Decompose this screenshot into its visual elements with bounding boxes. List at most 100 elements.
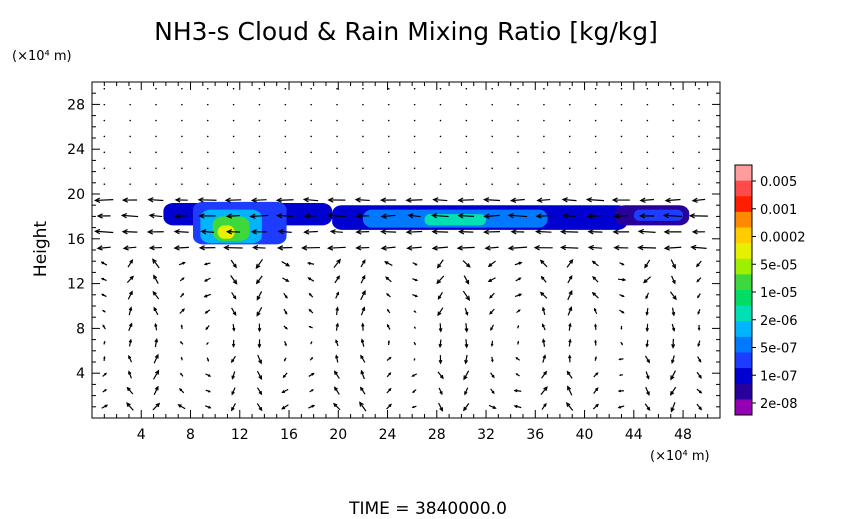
wind-vector xyxy=(619,293,625,298)
wind-vector xyxy=(360,274,366,284)
wind-vector xyxy=(413,135,416,138)
wind-vector xyxy=(487,277,496,283)
wind-vector xyxy=(103,355,106,362)
wind-vector xyxy=(256,403,263,412)
wind-vector xyxy=(490,340,494,347)
wind-vector xyxy=(438,339,443,349)
wind-vector xyxy=(155,183,157,185)
y-tick-label: 28 xyxy=(67,97,85,113)
wind-vector xyxy=(646,87,649,90)
wind-vector xyxy=(413,183,416,185)
colorbar-swatch xyxy=(735,368,752,385)
wind-vector xyxy=(541,323,546,331)
wind-vector xyxy=(205,389,212,393)
wind-vector xyxy=(464,354,469,365)
wind-vector xyxy=(276,245,293,251)
wind-vector xyxy=(231,307,237,317)
wind-vector xyxy=(256,306,263,317)
wind-vector xyxy=(568,151,571,154)
wind-vector xyxy=(670,402,676,413)
wind-vector xyxy=(465,87,468,90)
wind-vector xyxy=(456,245,475,251)
wind-vector xyxy=(593,387,599,394)
wind-vector xyxy=(225,229,240,235)
x-tick-label: 32 xyxy=(477,427,495,443)
wind-vector xyxy=(646,103,649,106)
wind-vector xyxy=(696,388,703,394)
wind-vector xyxy=(671,307,676,317)
wind-vector xyxy=(255,258,264,270)
wind-vector xyxy=(672,151,675,154)
wind-vector xyxy=(128,306,133,316)
wind-vector xyxy=(282,277,290,282)
wind-vector xyxy=(543,151,545,154)
wind-vector xyxy=(129,183,131,185)
wind-vector xyxy=(491,119,493,122)
cloud-region-5 xyxy=(217,225,235,239)
colorbar-label: 2e-08 xyxy=(760,397,798,412)
wind-vector xyxy=(310,119,312,122)
wind-vector xyxy=(380,229,397,235)
x-tick-label: 40 xyxy=(576,427,594,443)
wind-vector xyxy=(617,405,625,409)
colorbar-swatch xyxy=(735,336,752,353)
wind-vector xyxy=(128,338,133,347)
wind-vector xyxy=(232,103,235,106)
wind-vector xyxy=(594,356,597,361)
wind-vector xyxy=(284,103,287,106)
wind-vector xyxy=(411,373,418,377)
wind-vector xyxy=(594,183,597,185)
wind-vector xyxy=(698,87,700,90)
wind-vector xyxy=(612,229,630,235)
wind-vector xyxy=(535,213,551,219)
wind-vector xyxy=(128,322,133,332)
wind-vector xyxy=(177,404,186,410)
wind-vector xyxy=(327,197,346,203)
wind-vector xyxy=(413,87,416,90)
wind-vector xyxy=(645,323,650,333)
wind-vector xyxy=(517,103,519,106)
wind-vector xyxy=(146,229,164,235)
wind-vector xyxy=(258,103,261,106)
wind-vector xyxy=(387,103,390,106)
wind-vector xyxy=(360,369,365,380)
wind-vector xyxy=(126,386,134,395)
wind-vector xyxy=(206,183,209,185)
wind-vector xyxy=(541,402,547,410)
wind-vector xyxy=(179,277,185,282)
wind-vector xyxy=(491,135,493,138)
wind-vector xyxy=(181,135,183,138)
colorbar-swatch xyxy=(735,399,752,416)
wind-vector xyxy=(181,167,183,170)
colorbar-swatch xyxy=(735,383,752,400)
wind-vector-field xyxy=(93,87,708,413)
wind-vector xyxy=(128,354,133,363)
wind-vector xyxy=(462,260,471,268)
wind-vector xyxy=(515,357,521,361)
wind-vector xyxy=(258,87,261,90)
wind-vector xyxy=(232,87,235,90)
wind-vector xyxy=(333,370,340,379)
wind-vector xyxy=(354,197,370,203)
wind-vector xyxy=(335,322,339,331)
wind-vector xyxy=(326,212,347,219)
wind-vector xyxy=(672,87,675,90)
wind-vector xyxy=(355,245,370,251)
wind-vector xyxy=(533,245,553,251)
y-axis-unit: (×10⁴ m) xyxy=(12,49,72,64)
wind-vector xyxy=(697,293,701,299)
wind-vector xyxy=(618,374,623,377)
wind-vector xyxy=(592,403,599,410)
wind-vector xyxy=(180,356,183,361)
wind-vector xyxy=(198,213,216,219)
wind-vector xyxy=(489,308,495,315)
wind-vector xyxy=(438,323,443,333)
wind-vector xyxy=(302,197,319,203)
wind-vector xyxy=(568,87,571,90)
wind-vector xyxy=(517,151,519,154)
wind-vector xyxy=(696,403,703,411)
cloud-region-10 xyxy=(633,209,684,221)
wind-vector xyxy=(258,183,261,185)
wind-vector xyxy=(491,87,493,90)
wind-vector xyxy=(436,275,445,285)
